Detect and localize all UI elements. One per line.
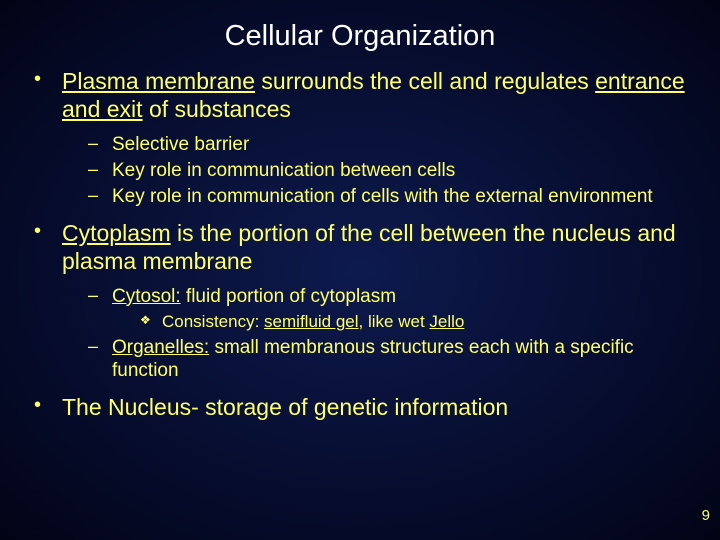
bullet-cytoplasm: Cytoplasm is the portion of the cell bet… [28, 219, 692, 383]
text-underline: Cytoplasm [62, 220, 171, 246]
text-underline: Plasma membrane [62, 68, 255, 94]
sub-list: Selective barrier Key role in communicat… [84, 133, 692, 209]
sub-bullet: Selective barrier [84, 133, 692, 156]
text-underline: semifluid gel [264, 312, 359, 331]
text-underline: Jello [429, 312, 464, 331]
slide: Cellular Organization Plasma membrane su… [0, 0, 720, 540]
slide-title: Cellular Organization [28, 20, 692, 53]
text: of substances [143, 96, 291, 122]
text: Consistency: [162, 312, 264, 331]
sub-sub-bullet: Consistency: semifluid gel, like wet Jel… [138, 312, 692, 332]
page-number: 9 [702, 507, 710, 524]
sub-bullet-organelles: Organelles: small membranous structures … [84, 336, 692, 382]
sub-bullet-cytosol: Cytosol: fluid portion of cytoplasm Cons… [84, 285, 692, 333]
sub-bullet: Key role in communication between cells [84, 159, 692, 182]
text-underline: Organelles: [112, 337, 209, 358]
bullet-list: Plasma membrane surrounds the cell and r… [28, 67, 692, 421]
text: , like wet [359, 312, 430, 331]
text: surrounds the cell and regulates [255, 68, 595, 94]
sub-bullet: Key role in communication of cells with … [84, 185, 692, 208]
text: The Nucleus- storage of genetic informat… [62, 394, 508, 420]
sub-sub-list: Consistency: semifluid gel, like wet Jel… [138, 312, 692, 332]
bullet-nucleus: The Nucleus- storage of genetic informat… [28, 393, 692, 421]
sub-list: Cytosol: fluid portion of cytoplasm Cons… [84, 285, 692, 383]
text: fluid portion of cytoplasm [181, 286, 396, 307]
bullet-plasma-membrane: Plasma membrane surrounds the cell and r… [28, 67, 692, 209]
text-underline: Cytosol: [112, 286, 181, 307]
